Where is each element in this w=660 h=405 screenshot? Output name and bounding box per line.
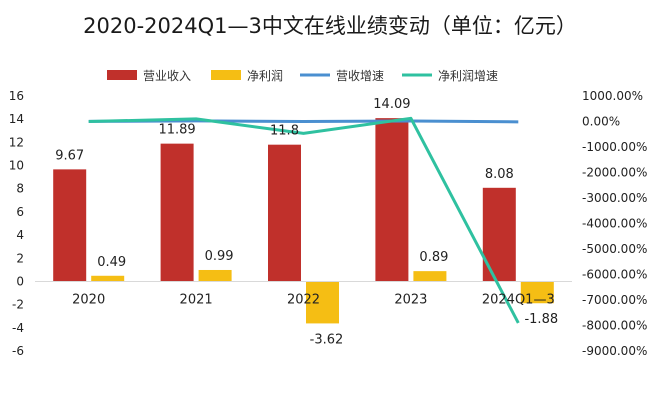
- y-right-tick-label: -3000.00%: [582, 191, 647, 205]
- bar-revenue: [268, 144, 301, 282]
- y-left-tick-label: 12: [9, 135, 24, 149]
- y-right-tick-label: 0.00%: [582, 115, 620, 129]
- y-left-tick-label: 2: [16, 251, 24, 265]
- bar-revenue: [375, 118, 409, 282]
- category-labels: 2020 2021 2022 2023 2024Q1—3: [72, 292, 555, 307]
- legend-swatch: [211, 70, 241, 80]
- y-left-tick-label: -2: [12, 298, 24, 312]
- legend-swatch: [107, 70, 137, 80]
- data-label: -3.62: [310, 332, 344, 347]
- y-right-tick-label: -4000.00%: [582, 217, 647, 231]
- data-label: 9.67: [55, 148, 84, 163]
- category-label: 2021: [180, 292, 213, 307]
- bars: [35, 118, 572, 324]
- y-right-tick-label: -1000.00%: [582, 140, 647, 154]
- data-label: 11.8: [270, 124, 299, 139]
- y-axis-right: -9000.00% -8000.00% -7000.00% -6000.00% -500…: [582, 89, 647, 358]
- category-label: 2023: [394, 292, 427, 307]
- bar-revenue: [53, 169, 87, 282]
- legend-label: 营收增速: [336, 69, 384, 83]
- bar-net-profit: [198, 269, 232, 282]
- data-label: 11.89: [158, 123, 195, 138]
- category-label: 2020: [72, 292, 105, 307]
- legend: 营业收入 净利润 营收增速 净利润增速: [107, 69, 498, 83]
- legend-label: 净利润增速: [438, 69, 498, 83]
- data-label: 0.89: [419, 250, 448, 265]
- y-right-tick-label: -5000.00%: [582, 242, 647, 256]
- y-left-tick-label: 14: [9, 112, 24, 126]
- y-axis-left: -6 -4 -2 0 2 4 6 8 10 12 14 16: [9, 89, 24, 358]
- category-label: 2024Q1—3: [482, 292, 555, 307]
- data-label: -1.88: [524, 312, 558, 327]
- line-series-net-profit-growth: [88, 116, 520, 324]
- lines: [88, 116, 520, 324]
- data-label: 8.08: [485, 167, 514, 182]
- y-left-tick-label: -6: [12, 344, 24, 358]
- y-right-tick-label: -2000.00%: [582, 166, 647, 180]
- y-right-tick-label: -9000.00%: [582, 344, 647, 358]
- bar-net-profit: [413, 271, 447, 282]
- y-left-tick-label: 16: [9, 89, 24, 103]
- category-label: 2022: [287, 292, 320, 307]
- data-label: 14.09: [373, 97, 410, 112]
- y-left-tick-label: 8: [16, 182, 24, 196]
- y-left-tick-label: -4: [12, 321, 24, 335]
- y-left-tick-label: 0: [16, 274, 24, 288]
- y-left-tick-label: 4: [16, 228, 24, 242]
- data-label: 0.99: [205, 249, 234, 264]
- y-right-tick-label: 1000.00%: [582, 89, 643, 103]
- data-labels: 9.67 11.89 11.8 14.09 8.08 0.49 0.99 -3.62 0.89 -…: [55, 97, 558, 347]
- chart-title: 2020-2024Q1—3中文在线业绩变动（单位：亿元）: [83, 14, 577, 38]
- legend-label: 净利润: [247, 69, 283, 83]
- y-right-tick-label: -7000.00%: [582, 293, 647, 307]
- y-right-tick-label: -8000.00%: [582, 319, 647, 333]
- legend-label: 营业收入: [143, 69, 191, 83]
- y-left-tick-label: 10: [9, 159, 24, 173]
- y-right-tick-label: -6000.00%: [582, 268, 647, 282]
- bar-net-profit: [91, 275, 125, 282]
- bar-revenue: [160, 143, 194, 282]
- y-left-tick-label: 6: [16, 205, 24, 219]
- bar-net-profit: [520, 281, 554, 304]
- data-label: 0.49: [97, 255, 126, 270]
- bar-net-profit: [306, 281, 339, 324]
